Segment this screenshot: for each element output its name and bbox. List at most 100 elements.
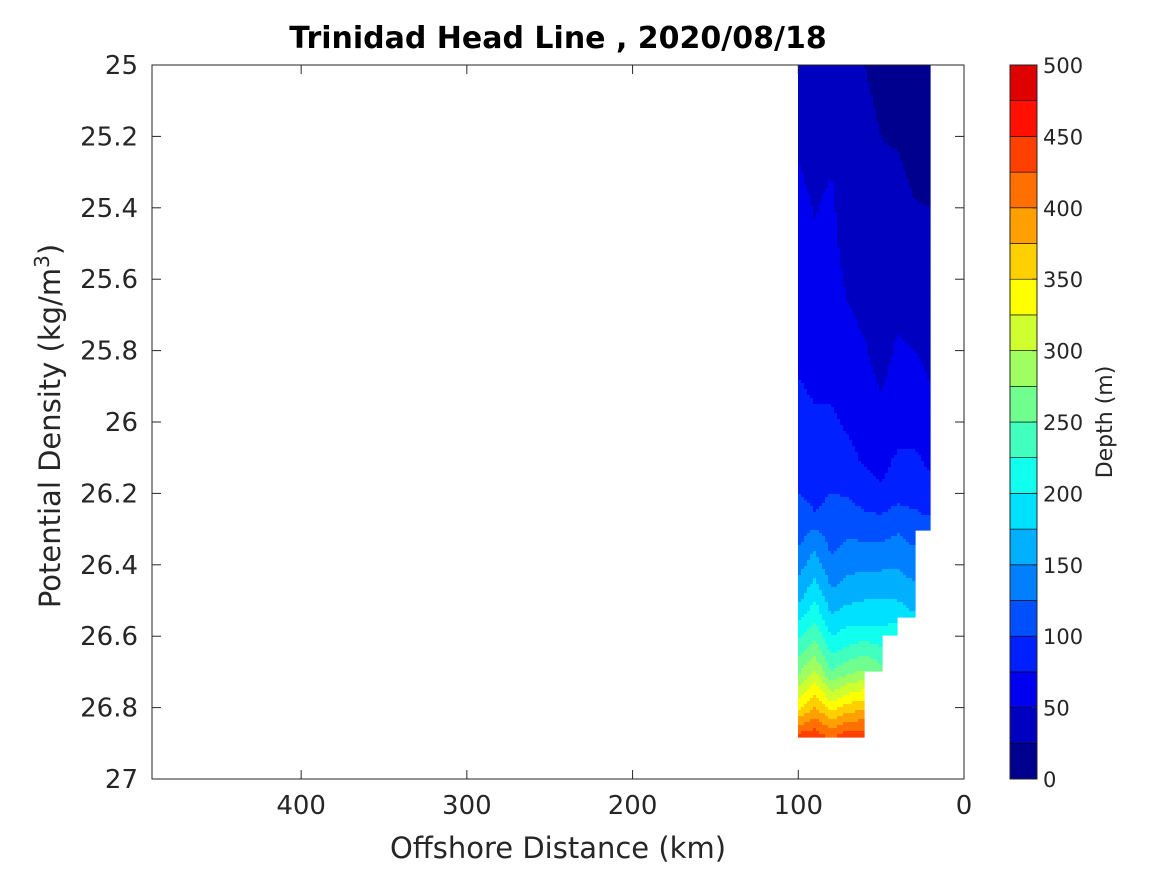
- contour-cell: [825, 581, 829, 585]
- contour-cell: [828, 617, 832, 621]
- contour-cell: [813, 383, 817, 387]
- contour-cell: [825, 239, 829, 243]
- contour-cell: [855, 272, 859, 276]
- contour-cell: [819, 599, 823, 603]
- contour-cell: [804, 140, 808, 144]
- contour-cell: [852, 68, 856, 72]
- contour-cell: [852, 644, 856, 648]
- contour-cell: [840, 473, 844, 477]
- contour-cell: [828, 374, 832, 378]
- contour-cell: [852, 302, 856, 306]
- contour-cell: [861, 209, 865, 213]
- contour-cell: [831, 470, 835, 474]
- contour-cell: [843, 578, 847, 582]
- contour-cell: [822, 455, 826, 459]
- contour-cell: [819, 728, 823, 732]
- contour-cell: [825, 383, 829, 387]
- contour-cell: [828, 239, 832, 243]
- contour-cell: [801, 719, 805, 723]
- contour-cell: [810, 287, 814, 291]
- contour-cell: [858, 461, 862, 465]
- contour-cell: [822, 224, 826, 228]
- contour-cell: [822, 338, 826, 342]
- contour-cell: [798, 101, 802, 105]
- contour-cell: [861, 68, 865, 72]
- contour-cell: [822, 434, 826, 438]
- contour-cell: [834, 536, 838, 540]
- contour-cell: [819, 260, 823, 264]
- contour-cell: [798, 452, 802, 456]
- contour-cell: [813, 125, 817, 129]
- contour-cell: [861, 503, 865, 507]
- contour-cell: [864, 83, 868, 87]
- contour-cell: [819, 605, 823, 609]
- contour-cell: [804, 485, 808, 489]
- contour-cell: [846, 218, 850, 222]
- contour-cell: [858, 212, 862, 216]
- contour-cell: [813, 287, 817, 291]
- contour-cell: [804, 173, 808, 177]
- contour-cell: [807, 68, 811, 72]
- contour-cell: [840, 581, 844, 585]
- contour-cell: [846, 557, 850, 561]
- contour-cell: [861, 656, 865, 660]
- contour-cell: [810, 413, 814, 417]
- contour-cell: [798, 305, 802, 309]
- contour-cell: [846, 272, 850, 276]
- contour-cell: [819, 404, 823, 408]
- contour-cell: [852, 338, 856, 342]
- contour-cell: [861, 530, 865, 534]
- contour-cell: [834, 170, 838, 174]
- contour-cell: [855, 560, 859, 564]
- contour-cell: [852, 596, 856, 600]
- contour-cell: [831, 98, 835, 102]
- contour-cell: [819, 509, 823, 513]
- contour-cell: [816, 575, 820, 579]
- contour-cell: [852, 278, 856, 282]
- contour-cell: [843, 602, 847, 606]
- contour-cell: [843, 77, 847, 81]
- contour-cell: [846, 110, 850, 114]
- contour-cell: [831, 647, 835, 651]
- contour-cell: [816, 113, 820, 117]
- contour-cell: [837, 536, 841, 540]
- contour-cell: [798, 614, 802, 618]
- contour-cell: [840, 437, 844, 441]
- contour-cell: [819, 338, 823, 342]
- contour-cell: [819, 245, 823, 249]
- contour-cell: [849, 512, 853, 516]
- contour-cell: [825, 95, 829, 99]
- contour-cell: [843, 383, 847, 387]
- contour-cell: [807, 557, 811, 561]
- contour-cell: [858, 233, 862, 237]
- contour-cell: [828, 368, 832, 372]
- contour-cell: [846, 137, 850, 141]
- contour-cell: [798, 335, 802, 339]
- contour-cell: [849, 485, 853, 489]
- contour-cell: [810, 224, 814, 228]
- contour-cell: [849, 521, 853, 525]
- contour-cell: [849, 605, 853, 609]
- contour-cell: [801, 494, 805, 498]
- contour-cell: [843, 701, 847, 705]
- contour-cell: [801, 323, 805, 327]
- contour-cell: [822, 563, 826, 567]
- contour-cell: [861, 323, 865, 327]
- contour-cell: [819, 704, 823, 708]
- contour-cell: [816, 425, 820, 429]
- contour-cell: [837, 185, 841, 189]
- contour-cell: [858, 428, 862, 432]
- contour-cell: [798, 533, 802, 537]
- contour-cell: [846, 239, 850, 243]
- contour-cell: [828, 113, 832, 117]
- contour-cell: [819, 566, 823, 570]
- contour-cell: [807, 374, 811, 378]
- contour-cell: [858, 167, 862, 171]
- contour-cell: [855, 461, 859, 465]
- contour-cell: [798, 188, 802, 192]
- contour-cell: [852, 182, 856, 186]
- contour-cell: [810, 218, 814, 222]
- contour-cell: [843, 80, 847, 84]
- contour-cell: [843, 734, 847, 738]
- contour-cell: [834, 677, 838, 681]
